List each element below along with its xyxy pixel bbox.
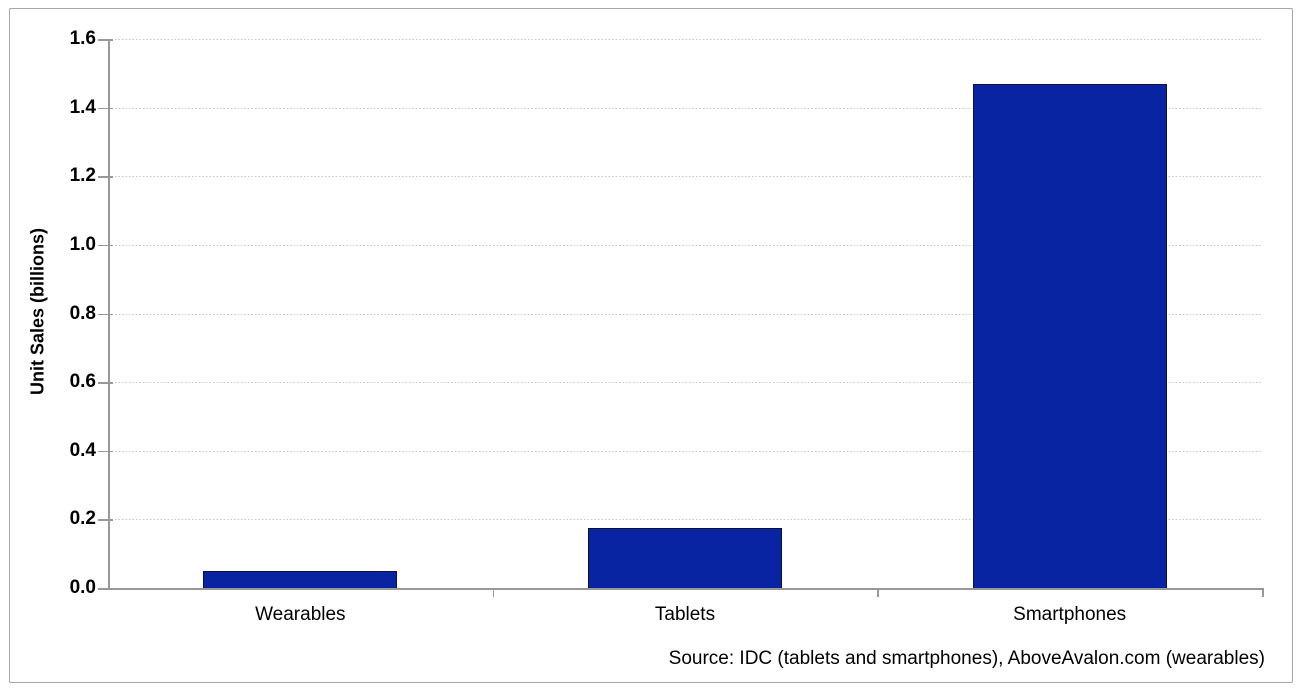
y-tick-label: 0.8 <box>69 302 96 324</box>
y-axis-tick <box>98 39 113 41</box>
gridline <box>108 244 1262 246</box>
bar-smartphones <box>972 83 1167 588</box>
gridline <box>108 382 1262 384</box>
y-axis-line <box>108 39 110 588</box>
x-axis-tick <box>877 588 879 597</box>
gridline <box>108 313 1262 315</box>
y-tick-label: 1.6 <box>69 28 96 49</box>
gridline <box>108 107 1262 109</box>
bar-wearables <box>203 570 398 588</box>
y-axis-tick <box>98 588 113 590</box>
x-category-label: Tablets <box>654 604 716 625</box>
y-axis-tick <box>98 176 113 178</box>
source-note: Source: IDC (tablets and smartphones), A… <box>668 648 1265 669</box>
gridline <box>108 39 1262 40</box>
x-category-label: Wearables <box>255 604 346 625</box>
gridline <box>108 450 1262 452</box>
y-axis-tick <box>98 107 113 110</box>
y-tick-label: 0.2 <box>69 508 96 530</box>
x-category-label: Smartphones <box>1013 604 1127 625</box>
y-tick-label: 0.0 <box>69 577 96 598</box>
x-axis-line <box>108 588 1263 590</box>
gridline <box>108 176 1262 178</box>
y-tick-label: 0.4 <box>69 439 96 461</box>
y-axis-tick <box>98 382 113 384</box>
y-axis-tick <box>98 244 113 247</box>
y-tick-label: 0.6 <box>69 371 96 393</box>
y-axis-tick <box>98 519 113 521</box>
gridline <box>108 519 1262 521</box>
x-axis-tick <box>1262 588 1264 597</box>
y-axis-tick <box>98 450 113 453</box>
y-tick-label: 1.2 <box>69 165 96 187</box>
y-tick-label: 1.0 <box>69 233 96 255</box>
bar-tablets <box>588 527 782 588</box>
x-axis-tick <box>492 588 495 597</box>
y-tick-label: 1.4 <box>69 96 96 118</box>
y-axis-tick <box>98 313 113 315</box>
